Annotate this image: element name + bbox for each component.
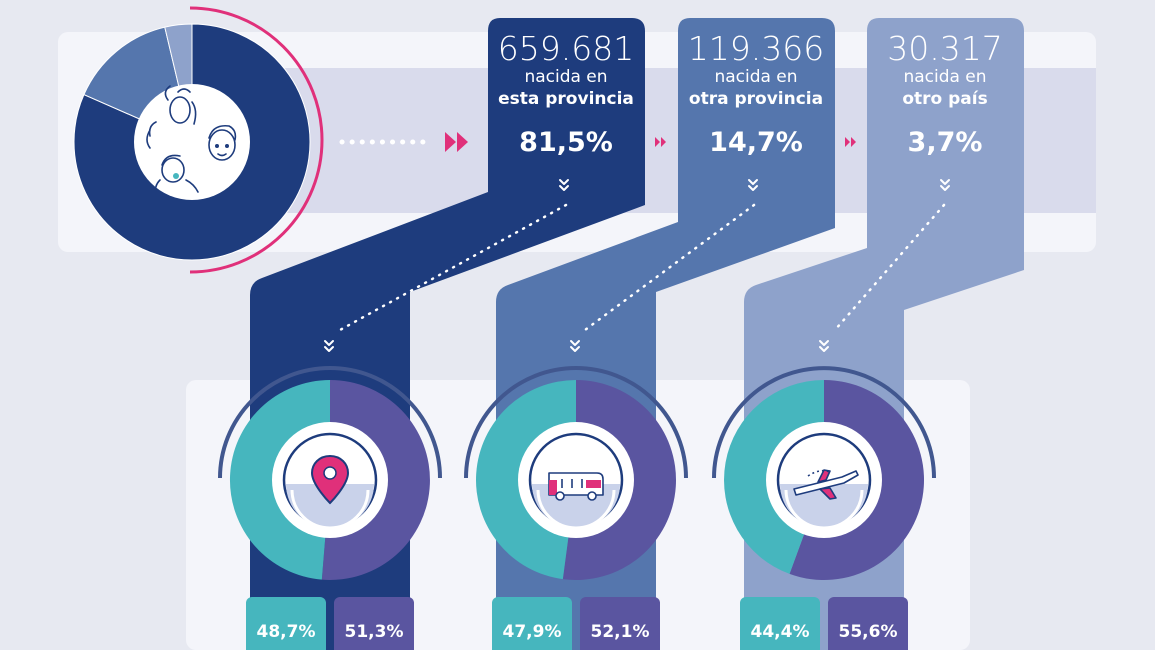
pct-label: 44,4%: [751, 622, 810, 642]
count-esta-provincia: 659.681: [498, 29, 634, 68]
pct-label: 48,7%: [257, 622, 316, 642]
pct-box-teal: [492, 597, 572, 650]
double-arrow-icon: [655, 137, 666, 147]
pct-otra-provincia: 14,7%: [709, 127, 803, 158]
pct-box-teal: [740, 597, 820, 650]
line1-otro-pais: nacida en: [903, 67, 986, 87]
donut-bracket-arc: [464, 366, 688, 479]
dotted-connector-3: [833, 203, 946, 332]
pct-label: 51,3%: [345, 622, 404, 642]
line2-esta-provincia: esta provincia: [498, 89, 634, 109]
main-pie-center: [134, 84, 250, 200]
bus-icon: [548, 472, 604, 501]
line1-otra-provincia: nacida en: [714, 67, 797, 87]
pct-box-purple: [828, 597, 908, 650]
pct-label: 47,9%: [503, 622, 562, 642]
dotted-connector-1: [338, 203, 568, 332]
chevron-down-icon: [940, 179, 950, 191]
chevron-down-icon: [748, 179, 758, 191]
line2-otra-provincia: otra provincia: [689, 89, 823, 109]
chevron-down-icon: [324, 340, 334, 352]
double-arrow-icon: [845, 137, 856, 147]
chevron-down-icon: [570, 340, 580, 352]
chevron-down-icon: [559, 179, 569, 191]
pct-otro-pais: 3,7%: [908, 127, 983, 158]
donut-inner-band-arc: [290, 489, 370, 530]
donut-inner-band: [780, 484, 868, 528]
chevron-down-icon: [819, 340, 829, 352]
count-otra-provincia: 119.366: [688, 29, 824, 68]
count-otro-pais: 30.317: [887, 29, 1002, 68]
airplane-icon: [793, 469, 859, 500]
donut-inner-band: [286, 484, 374, 528]
donut-bracket-arc: [218, 366, 442, 479]
donut-inner-band-arc: [784, 489, 864, 530]
donut-inner-band-arc: [536, 489, 616, 530]
location-pin-icon: [310, 454, 350, 505]
line1-esta-provincia: nacida en: [524, 67, 607, 87]
pct-label: 55,6%: [839, 622, 898, 642]
line2-otro-pais: otro país: [902, 89, 987, 109]
double-arrow-icon: [445, 132, 468, 152]
donut-bracket-arc: [712, 366, 936, 479]
people-faces-icon: [146, 85, 237, 195]
pct-box-purple: [334, 597, 414, 650]
pct-box-purple: [580, 597, 660, 650]
main-pie-accent-arc: [189, 6, 324, 274]
pct-box-teal: [246, 597, 326, 650]
pct-label: 52,1%: [591, 622, 650, 642]
dotted-connector-2: [583, 203, 756, 332]
pct-esta-provincia: 81,5%: [519, 127, 613, 158]
